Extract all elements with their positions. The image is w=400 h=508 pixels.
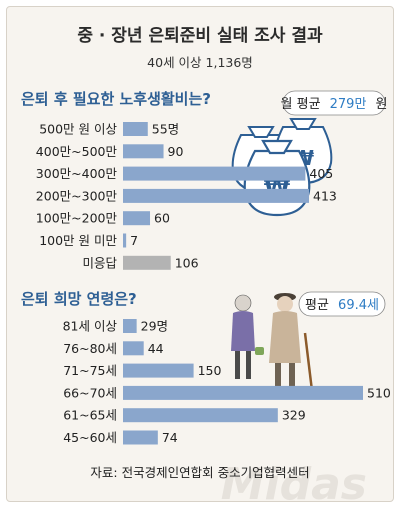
chart1-annotation-label: 월 평균 — [281, 97, 321, 112]
watermark: Midas — [221, 459, 367, 501]
chart2-bar — [123, 385, 363, 400]
chart2-annotation: 평균 69.4세 — [298, 291, 386, 317]
source-note: 자료: 전국경제인연합회 중소기업협력센터 — [90, 465, 309, 480]
chart1-category-label: 100만~200만 — [36, 211, 118, 226]
chart2-category-label: 71~75세 — [63, 363, 117, 378]
chart1-value-label: 106 — [175, 255, 199, 270]
chart1-category-label: 300만~400만 — [36, 166, 118, 181]
chart2-bar — [123, 319, 137, 333]
chart1-bar — [123, 122, 148, 136]
chart1-bar — [123, 166, 306, 181]
chart2-value-label: 74 — [162, 430, 178, 445]
svg-text:월 평균 279만 원: 월 평균 279만 원 — [281, 93, 388, 112]
infographic-svg: Midas 중 · 장년 은퇴준비 실태 조사 결과 40세 이상 1,136명… — [21, 26, 391, 501]
chart1-value-label: 60 — [154, 211, 170, 226]
chart1-annotation: 월 평균 279만 원 — [281, 90, 388, 116]
chart2-value-label: 329 — [282, 408, 306, 423]
chart2-value-label: 44 — [148, 341, 164, 356]
chart1-category-label: 500만 원 이상 — [39, 122, 117, 137]
chart1-value-label: 413 — [313, 188, 337, 203]
chart1-category-label: 400만~500만 — [36, 144, 118, 159]
chart2-category-label: 76~80세 — [63, 341, 117, 356]
chart1-bar — [123, 255, 171, 270]
chart2-annotation-value: 69.4세 — [338, 298, 379, 313]
chart1-value-label: 55명 — [152, 122, 179, 137]
chart2-value-label: 29명 — [141, 319, 168, 334]
chart2-bar — [123, 430, 158, 445]
page-title: 중 · 장년 은퇴준비 실태 조사 결과 — [77, 26, 323, 46]
chart1-bar — [123, 211, 151, 226]
chart2-annotation-label: 평균 — [305, 298, 329, 313]
chart1-bars: 500만 원 이상 55명 400만~500만 90 300만~400만 405 200만~… — [36, 122, 337, 271]
chart1-category-label: 100만 원 미만 — [39, 233, 117, 248]
chart1-bar — [123, 233, 127, 248]
chart2-bar — [123, 341, 144, 356]
chart2-category-label: 61~65세 — [63, 408, 117, 423]
chart1-annotation-value: 279만 — [330, 97, 367, 112]
chart1-bar — [123, 144, 164, 159]
chart2-category-label: 81세 이상 — [63, 319, 118, 334]
chart1-value-label: 7 — [130, 233, 138, 248]
svg-text:평균 69.4세: 평균 69.4세 — [305, 294, 379, 313]
chart2-title: 은퇴 희망 연령은? — [21, 290, 137, 308]
chart1-annotation-unit: 원 — [376, 97, 388, 112]
infographic-card: Midas 중 · 장년 은퇴준비 실태 조사 결과 40세 이상 1,136명… — [6, 6, 394, 502]
chart2-bars: 81세 이상 29명 76~80세 44 71~75세 150 66~70세 510 61~65… — [63, 319, 391, 446]
chart1-bar — [123, 188, 309, 203]
chart2-value-label: 510 — [367, 385, 391, 400]
chart1-value-label: 90 — [168, 144, 184, 159]
chart2-bar — [123, 363, 194, 378]
chart2-category-label: 66~70세 — [63, 385, 117, 400]
chart2-value-label: 150 — [198, 363, 222, 378]
chart2-bar — [123, 408, 278, 423]
elderly-couple-illustration — [231, 293, 315, 400]
page-subtitle: 40세 이상 1,136명 — [147, 55, 253, 70]
chart1-category-label: 미응답 — [82, 255, 117, 270]
chart1-value-label: 405 — [309, 166, 333, 181]
chart2-category-label: 45~60세 — [63, 430, 117, 445]
chart1-category-label: 200만~300만 — [36, 188, 118, 203]
chart1-title: 은퇴 후 필요한 노후생활비는? — [21, 90, 211, 108]
